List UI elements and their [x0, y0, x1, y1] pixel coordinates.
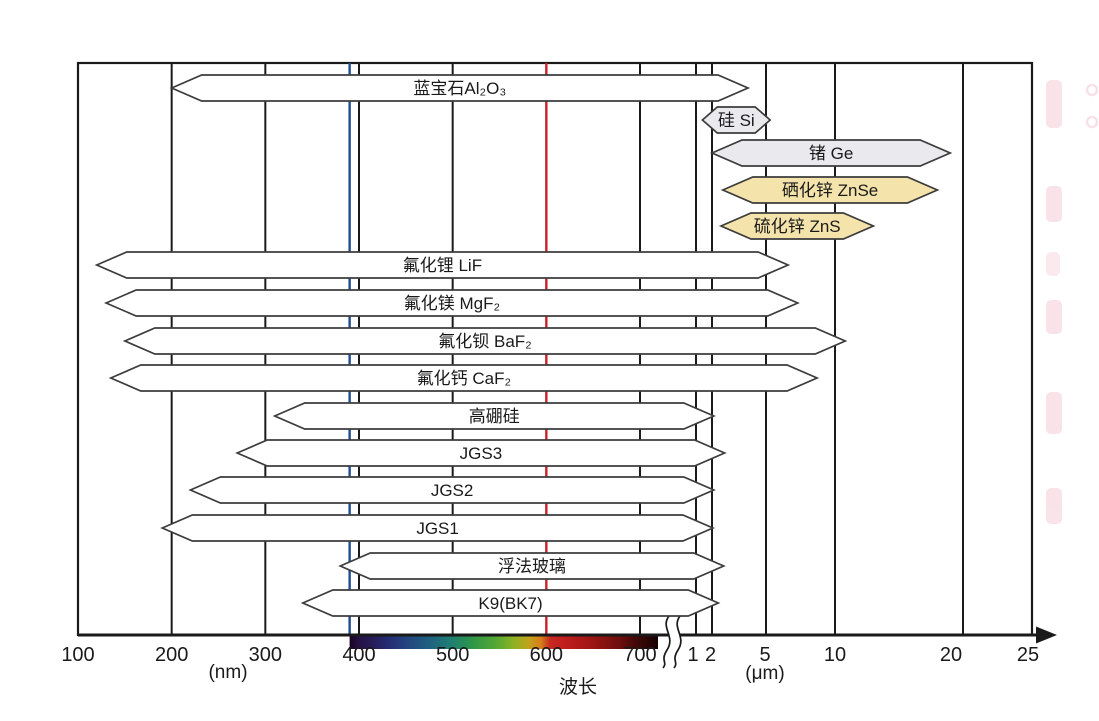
- tick-1um: 1: [687, 644, 698, 666]
- material-arrow-0: [169, 74, 751, 102]
- tick-300nm: 300: [249, 644, 282, 666]
- tick-5um: 5: [759, 644, 770, 666]
- scan-artifact: [1046, 80, 1099, 524]
- material-label-1: 硅 Si: [718, 111, 755, 130]
- material-label-0: 蓝宝石Al₂O₃: [413, 79, 506, 98]
- material-label-8: 氟化钙 CaF₂: [417, 369, 511, 388]
- axis-break-gap: [663, 612, 681, 672]
- tick-200nm: 200: [155, 644, 188, 666]
- tick-400nm: 400: [342, 644, 375, 666]
- material-arrow-3: [720, 176, 940, 204]
- visible-spectrum-bar: [349, 636, 658, 649]
- x-axis-arrowhead-icon: [1036, 626, 1057, 644]
- material-arrow-8: [108, 364, 820, 392]
- material-arrow-10: [235, 439, 727, 467]
- material-label-4: 硫化锌 ZnS: [754, 217, 841, 236]
- wavelength-axis-title: 波长: [559, 676, 597, 698]
- material-label-2: 锗 Ge: [809, 144, 853, 163]
- tick-2um: 2: [705, 644, 716, 666]
- material-label-9: 高硼硅: [469, 407, 520, 426]
- material-label-7: 氟化钡 BaF₂: [438, 332, 532, 351]
- material-arrow-4: [718, 212, 876, 240]
- tick-20um: 20: [940, 644, 962, 666]
- material-label-6: 氟化镁 MgF₂: [404, 294, 500, 313]
- nm-unit-caption: (nm): [208, 662, 247, 683]
- um-unit-caption: (μm): [745, 663, 784, 684]
- material-label-10: JGS3: [460, 444, 503, 463]
- tick-100nm: 100: [61, 644, 94, 666]
- material-arrow-5: [94, 251, 791, 279]
- tick-25um: 25: [1017, 644, 1039, 666]
- axis-break-squiggle: [673, 615, 682, 669]
- material-arrow-1: [701, 106, 772, 134]
- material-arrow-13: [338, 552, 726, 580]
- tick-500nm: 500: [436, 644, 469, 666]
- material-arrows: 蓝宝石Al₂O₃ 硅 Si 锗 Ge 硒化锌 ZnSe 硫化锌 ZnS 氟化锂 LiF 氟化…: [94, 74, 953, 617]
- material-arrow-12: [160, 514, 716, 542]
- material-arrow-2: [709, 139, 953, 167]
- material-arrow-14: [300, 589, 721, 617]
- axis-tick-labels: 100 200 300 400 500 600 700 1 2 5 10 20 25: [61, 644, 1039, 666]
- material-arrow-6: [103, 289, 800, 317]
- material-arrow-9: [272, 402, 716, 430]
- tick-600nm: 600: [530, 644, 563, 666]
- material-label-14: K9(BK7): [478, 594, 542, 613]
- material-arrow-11: [188, 476, 716, 504]
- tick-700nm: 700: [623, 644, 656, 666]
- material-label-12: JGS1: [416, 519, 459, 538]
- axis-break-squiggle: [662, 615, 671, 669]
- material-label-3: 硒化锌 ZnSe: [782, 181, 878, 200]
- material-arrow-7: [122, 327, 848, 355]
- material-label-11: JGS2: [431, 481, 474, 500]
- tick-10um: 10: [824, 644, 846, 666]
- material-label-13: 浮法玻璃: [498, 557, 566, 576]
- material-label-5: 氟化锂 LiF: [403, 256, 482, 275]
